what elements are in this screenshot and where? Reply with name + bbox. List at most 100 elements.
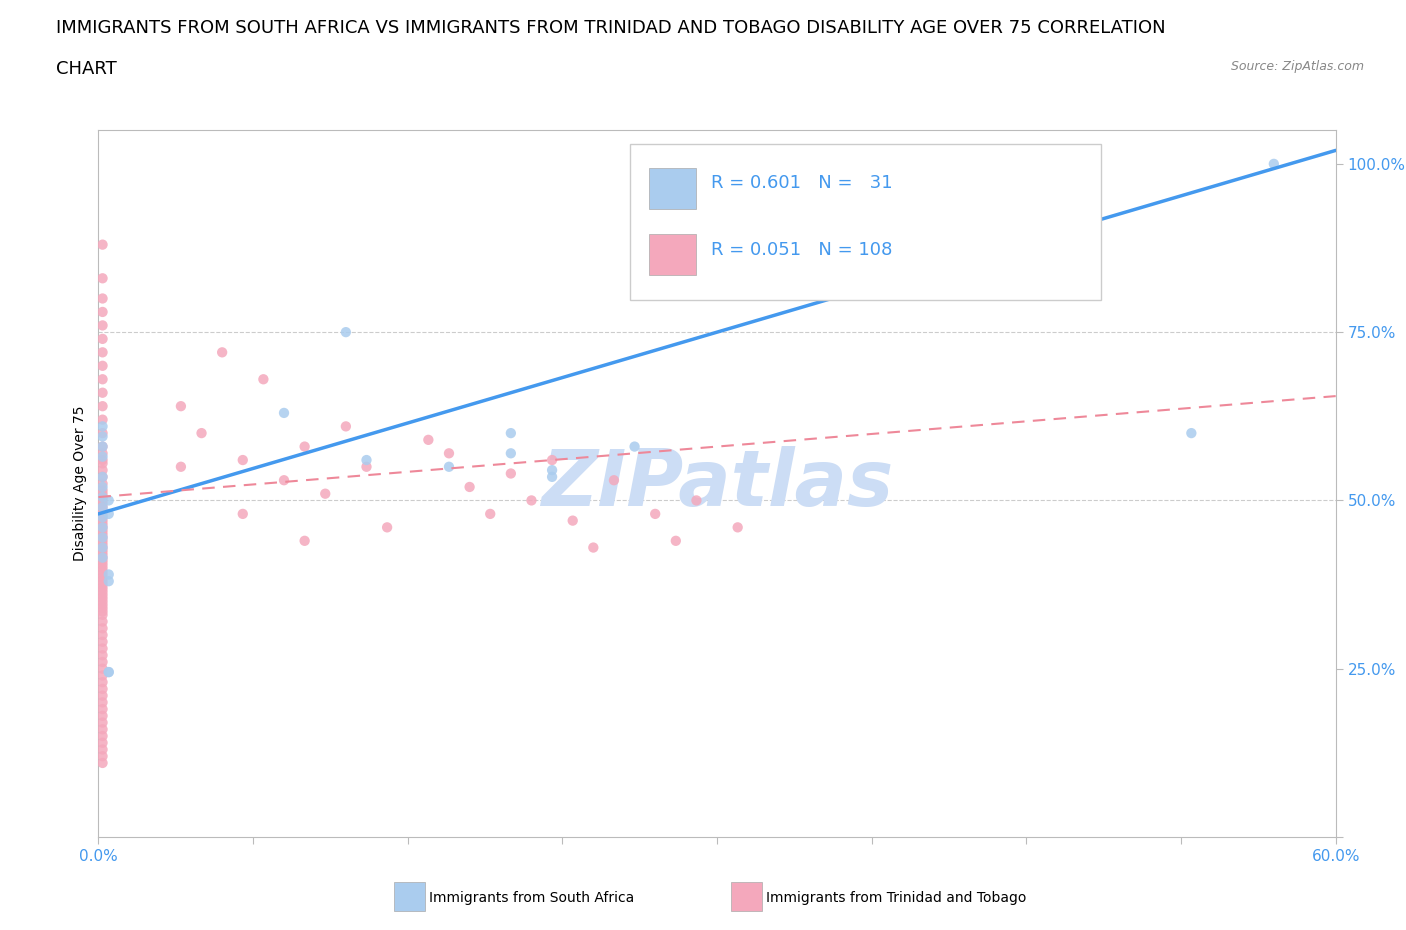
Point (91, 429, 114, 444)
Point (91, 510, 114, 525)
FancyBboxPatch shape (630, 144, 1101, 299)
Point (91, 463, 114, 478)
Point (91, 715, 114, 730)
Point (727, 520, 749, 535)
Point (91, 510, 114, 525)
Point (97, 507, 120, 522)
Point (91, 736, 114, 751)
Point (603, 472, 626, 487)
Point (541, 470, 564, 485)
Text: R = 0.601   N =   31: R = 0.601 N = 31 (711, 174, 893, 193)
Point (91, 426, 114, 441)
Point (91, 372, 114, 387)
Point (97, 665, 120, 680)
Point (252, 372, 274, 387)
Point (91, 271, 114, 286)
Point (91, 655, 114, 670)
Point (91, 564, 114, 578)
Point (582, 540, 605, 555)
Point (91, 560, 114, 575)
Point (91, 553, 114, 568)
Point (97, 574, 120, 589)
Point (294, 534, 316, 549)
Point (91, 516, 114, 531)
Point (91, 291, 114, 306)
Point (170, 459, 193, 474)
Point (91, 641, 114, 656)
Text: Immigrants from South Africa: Immigrants from South Africa (429, 891, 634, 906)
Point (91, 399, 114, 414)
Point (499, 445, 522, 460)
Point (91, 614, 114, 629)
Point (335, 418, 357, 433)
Point (91, 385, 114, 400)
Point (91, 476, 114, 491)
Point (91, 755, 114, 770)
Point (91, 742, 114, 757)
Text: Source: ZipAtlas.com: Source: ZipAtlas.com (1230, 60, 1364, 73)
Point (91, 634, 114, 649)
Point (91, 682, 114, 697)
Point (211, 345, 233, 360)
Point (685, 493, 707, 508)
Point (91, 749, 114, 764)
FancyBboxPatch shape (650, 168, 696, 209)
Point (91, 695, 114, 710)
Text: IMMIGRANTS FROM SOUTH AFRICA VS IMMIGRANTS FROM TRINIDAD AND TOBAGO DISABILITY A: IMMIGRANTS FROM SOUTH AFRICA VS IMMIGRAN… (56, 19, 1166, 36)
Point (91, 648, 114, 663)
Text: ZIPatlas: ZIPatlas (541, 445, 893, 522)
Point (91, 445, 114, 460)
Point (91, 358, 114, 373)
Point (520, 493, 543, 508)
Point (91, 497, 114, 512)
Point (418, 432, 440, 447)
Point (91, 530, 114, 545)
Point (91, 701, 114, 716)
Point (91, 237, 114, 252)
Point (273, 405, 295, 420)
Point (91, 540, 114, 555)
Point (91, 537, 114, 551)
Point (91, 675, 114, 690)
Point (356, 453, 378, 468)
Point (91, 728, 114, 743)
Point (91, 570, 114, 585)
Point (314, 486, 336, 501)
Point (91, 688, 114, 703)
Point (91, 493, 114, 508)
Point (91, 547, 114, 562)
Point (91, 591, 114, 605)
Point (91, 304, 114, 319)
Point (91, 520, 114, 535)
Point (91, 483, 114, 498)
Point (91, 551, 114, 565)
Point (91, 318, 114, 333)
Point (91, 470, 114, 485)
Point (91, 597, 114, 612)
Point (1263, 156, 1285, 171)
Point (479, 507, 502, 522)
Point (437, 445, 460, 460)
Point (91, 520, 114, 535)
Point (91, 453, 114, 468)
Point (335, 325, 357, 339)
Point (91, 551, 114, 565)
Point (91, 557, 114, 572)
Point (91, 489, 114, 504)
Point (91, 526, 114, 541)
Point (91, 604, 114, 619)
Point (91, 456, 114, 471)
Text: CHART: CHART (56, 60, 117, 78)
Point (91, 439, 114, 454)
Point (232, 453, 254, 468)
Point (97, 567, 120, 582)
Point (541, 453, 564, 468)
Point (541, 463, 564, 478)
Point (437, 459, 460, 474)
Point (665, 277, 688, 292)
Point (623, 439, 645, 454)
Text: Immigrants from Trinidad and Tobago: Immigrants from Trinidad and Tobago (766, 891, 1026, 906)
Point (91, 578, 114, 592)
Point (561, 513, 583, 528)
Point (91, 567, 114, 582)
